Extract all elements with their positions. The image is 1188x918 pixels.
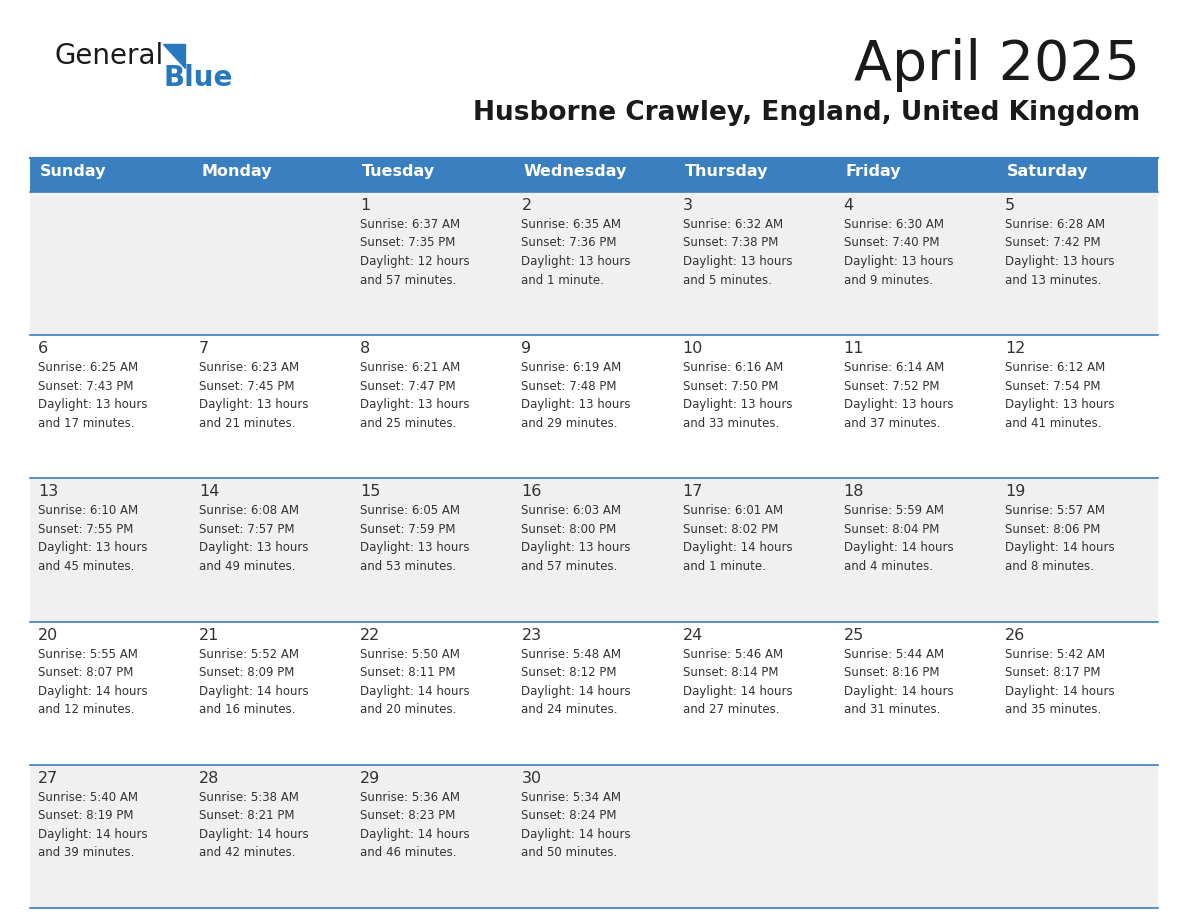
- Text: Sunrise: 6:03 AM
Sunset: 8:00 PM
Daylight: 13 hours
and 57 minutes.: Sunrise: 6:03 AM Sunset: 8:00 PM Dayligh…: [522, 504, 631, 573]
- Text: Tuesday: Tuesday: [362, 164, 436, 179]
- Text: 30: 30: [522, 771, 542, 786]
- Text: 5: 5: [1005, 198, 1015, 213]
- Text: Sunrise: 6:21 AM
Sunset: 7:47 PM
Daylight: 13 hours
and 25 minutes.: Sunrise: 6:21 AM Sunset: 7:47 PM Dayligh…: [360, 361, 469, 430]
- Bar: [30, 335, 1158, 478]
- Text: 4: 4: [843, 198, 854, 213]
- Text: Husborne Crawley, England, United Kingdom: Husborne Crawley, England, United Kingdo…: [473, 100, 1140, 126]
- Text: April 2025: April 2025: [854, 38, 1140, 92]
- Text: Sunrise: 6:10 AM
Sunset: 7:55 PM
Daylight: 13 hours
and 45 minutes.: Sunrise: 6:10 AM Sunset: 7:55 PM Dayligh…: [38, 504, 147, 573]
- Bar: [30, 478, 1158, 621]
- Text: 15: 15: [360, 485, 380, 499]
- Text: 2: 2: [522, 198, 531, 213]
- Text: Sunrise: 5:46 AM
Sunset: 8:14 PM
Daylight: 14 hours
and 27 minutes.: Sunrise: 5:46 AM Sunset: 8:14 PM Dayligh…: [683, 647, 792, 716]
- Text: 6: 6: [38, 341, 49, 356]
- Text: Monday: Monday: [201, 164, 272, 179]
- Text: 19: 19: [1005, 485, 1025, 499]
- Text: Sunrise: 5:55 AM
Sunset: 8:07 PM
Daylight: 14 hours
and 12 minutes.: Sunrise: 5:55 AM Sunset: 8:07 PM Dayligh…: [38, 647, 147, 716]
- Text: Sunrise: 5:57 AM
Sunset: 8:06 PM
Daylight: 14 hours
and 8 minutes.: Sunrise: 5:57 AM Sunset: 8:06 PM Dayligh…: [1005, 504, 1114, 573]
- Text: 22: 22: [360, 628, 380, 643]
- Text: 23: 23: [522, 628, 542, 643]
- Text: 20: 20: [38, 628, 58, 643]
- Text: Saturday: Saturday: [1007, 164, 1088, 179]
- Text: Sunrise: 6:01 AM
Sunset: 8:02 PM
Daylight: 14 hours
and 1 minute.: Sunrise: 6:01 AM Sunset: 8:02 PM Dayligh…: [683, 504, 792, 573]
- Text: 17: 17: [683, 485, 703, 499]
- Text: 14: 14: [200, 485, 220, 499]
- Text: Sunrise: 6:25 AM
Sunset: 7:43 PM
Daylight: 13 hours
and 17 minutes.: Sunrise: 6:25 AM Sunset: 7:43 PM Dayligh…: [38, 361, 147, 430]
- Text: Sunrise: 6:14 AM
Sunset: 7:52 PM
Daylight: 13 hours
and 37 minutes.: Sunrise: 6:14 AM Sunset: 7:52 PM Dayligh…: [843, 361, 953, 430]
- Text: Sunrise: 5:42 AM
Sunset: 8:17 PM
Daylight: 14 hours
and 35 minutes.: Sunrise: 5:42 AM Sunset: 8:17 PM Dayligh…: [1005, 647, 1114, 716]
- Text: Sunrise: 6:12 AM
Sunset: 7:54 PM
Daylight: 13 hours
and 41 minutes.: Sunrise: 6:12 AM Sunset: 7:54 PM Dayligh…: [1005, 361, 1114, 430]
- Text: 25: 25: [843, 628, 864, 643]
- Text: Blue: Blue: [163, 64, 233, 92]
- Text: Sunrise: 5:38 AM
Sunset: 8:21 PM
Daylight: 14 hours
and 42 minutes.: Sunrise: 5:38 AM Sunset: 8:21 PM Dayligh…: [200, 790, 309, 859]
- Text: 1: 1: [360, 198, 371, 213]
- Text: Sunrise: 5:48 AM
Sunset: 8:12 PM
Daylight: 14 hours
and 24 minutes.: Sunrise: 5:48 AM Sunset: 8:12 PM Dayligh…: [522, 647, 631, 716]
- Text: Sunrise: 6:37 AM
Sunset: 7:35 PM
Daylight: 12 hours
and 57 minutes.: Sunrise: 6:37 AM Sunset: 7:35 PM Dayligh…: [360, 218, 470, 286]
- Text: 18: 18: [843, 485, 864, 499]
- Text: Sunrise: 6:08 AM
Sunset: 7:57 PM
Daylight: 13 hours
and 49 minutes.: Sunrise: 6:08 AM Sunset: 7:57 PM Dayligh…: [200, 504, 309, 573]
- Text: Wednesday: Wednesday: [524, 164, 627, 179]
- Text: 26: 26: [1005, 628, 1025, 643]
- Text: 21: 21: [200, 628, 220, 643]
- Text: Sunrise: 6:05 AM
Sunset: 7:59 PM
Daylight: 13 hours
and 53 minutes.: Sunrise: 6:05 AM Sunset: 7:59 PM Dayligh…: [360, 504, 469, 573]
- Text: 28: 28: [200, 771, 220, 786]
- Text: 11: 11: [843, 341, 864, 356]
- Text: Sunrise: 5:40 AM
Sunset: 8:19 PM
Daylight: 14 hours
and 39 minutes.: Sunrise: 5:40 AM Sunset: 8:19 PM Dayligh…: [38, 790, 147, 859]
- Text: Friday: Friday: [846, 164, 902, 179]
- Text: Sunrise: 5:52 AM
Sunset: 8:09 PM
Daylight: 14 hours
and 16 minutes.: Sunrise: 5:52 AM Sunset: 8:09 PM Dayligh…: [200, 647, 309, 716]
- Text: Sunday: Sunday: [40, 164, 107, 179]
- Text: 27: 27: [38, 771, 58, 786]
- Text: Sunrise: 5:59 AM
Sunset: 8:04 PM
Daylight: 14 hours
and 4 minutes.: Sunrise: 5:59 AM Sunset: 8:04 PM Dayligh…: [843, 504, 953, 573]
- Bar: [30, 621, 1158, 765]
- Polygon shape: [163, 44, 185, 68]
- Text: 29: 29: [360, 771, 380, 786]
- Text: Sunrise: 5:44 AM
Sunset: 8:16 PM
Daylight: 14 hours
and 31 minutes.: Sunrise: 5:44 AM Sunset: 8:16 PM Dayligh…: [843, 647, 953, 716]
- Text: 3: 3: [683, 198, 693, 213]
- Text: General: General: [55, 42, 164, 70]
- Text: Thursday: Thursday: [684, 164, 769, 179]
- Text: Sunrise: 5:34 AM
Sunset: 8:24 PM
Daylight: 14 hours
and 50 minutes.: Sunrise: 5:34 AM Sunset: 8:24 PM Dayligh…: [522, 790, 631, 859]
- Bar: [30, 192, 1158, 335]
- Text: 24: 24: [683, 628, 703, 643]
- Text: Sunrise: 6:23 AM
Sunset: 7:45 PM
Daylight: 13 hours
and 21 minutes.: Sunrise: 6:23 AM Sunset: 7:45 PM Dayligh…: [200, 361, 309, 430]
- Text: Sunrise: 5:36 AM
Sunset: 8:23 PM
Daylight: 14 hours
and 46 minutes.: Sunrise: 5:36 AM Sunset: 8:23 PM Dayligh…: [360, 790, 470, 859]
- Text: Sunrise: 6:19 AM
Sunset: 7:48 PM
Daylight: 13 hours
and 29 minutes.: Sunrise: 6:19 AM Sunset: 7:48 PM Dayligh…: [522, 361, 631, 430]
- Text: Sunrise: 5:50 AM
Sunset: 8:11 PM
Daylight: 14 hours
and 20 minutes.: Sunrise: 5:50 AM Sunset: 8:11 PM Dayligh…: [360, 647, 470, 716]
- Text: 16: 16: [522, 485, 542, 499]
- Text: 9: 9: [522, 341, 531, 356]
- Text: 13: 13: [38, 485, 58, 499]
- Text: Sunrise: 6:16 AM
Sunset: 7:50 PM
Daylight: 13 hours
and 33 minutes.: Sunrise: 6:16 AM Sunset: 7:50 PM Dayligh…: [683, 361, 792, 430]
- Text: 12: 12: [1005, 341, 1025, 356]
- Bar: [30, 765, 1158, 908]
- Text: 10: 10: [683, 341, 703, 356]
- Text: Sunrise: 6:32 AM
Sunset: 7:38 PM
Daylight: 13 hours
and 5 minutes.: Sunrise: 6:32 AM Sunset: 7:38 PM Dayligh…: [683, 218, 792, 286]
- Text: 8: 8: [360, 341, 371, 356]
- Bar: [30, 158, 1158, 192]
- Text: Sunrise: 6:28 AM
Sunset: 7:42 PM
Daylight: 13 hours
and 13 minutes.: Sunrise: 6:28 AM Sunset: 7:42 PM Dayligh…: [1005, 218, 1114, 286]
- Text: 7: 7: [200, 341, 209, 356]
- Text: Sunrise: 6:30 AM
Sunset: 7:40 PM
Daylight: 13 hours
and 9 minutes.: Sunrise: 6:30 AM Sunset: 7:40 PM Dayligh…: [843, 218, 953, 286]
- Text: Sunrise: 6:35 AM
Sunset: 7:36 PM
Daylight: 13 hours
and 1 minute.: Sunrise: 6:35 AM Sunset: 7:36 PM Dayligh…: [522, 218, 631, 286]
